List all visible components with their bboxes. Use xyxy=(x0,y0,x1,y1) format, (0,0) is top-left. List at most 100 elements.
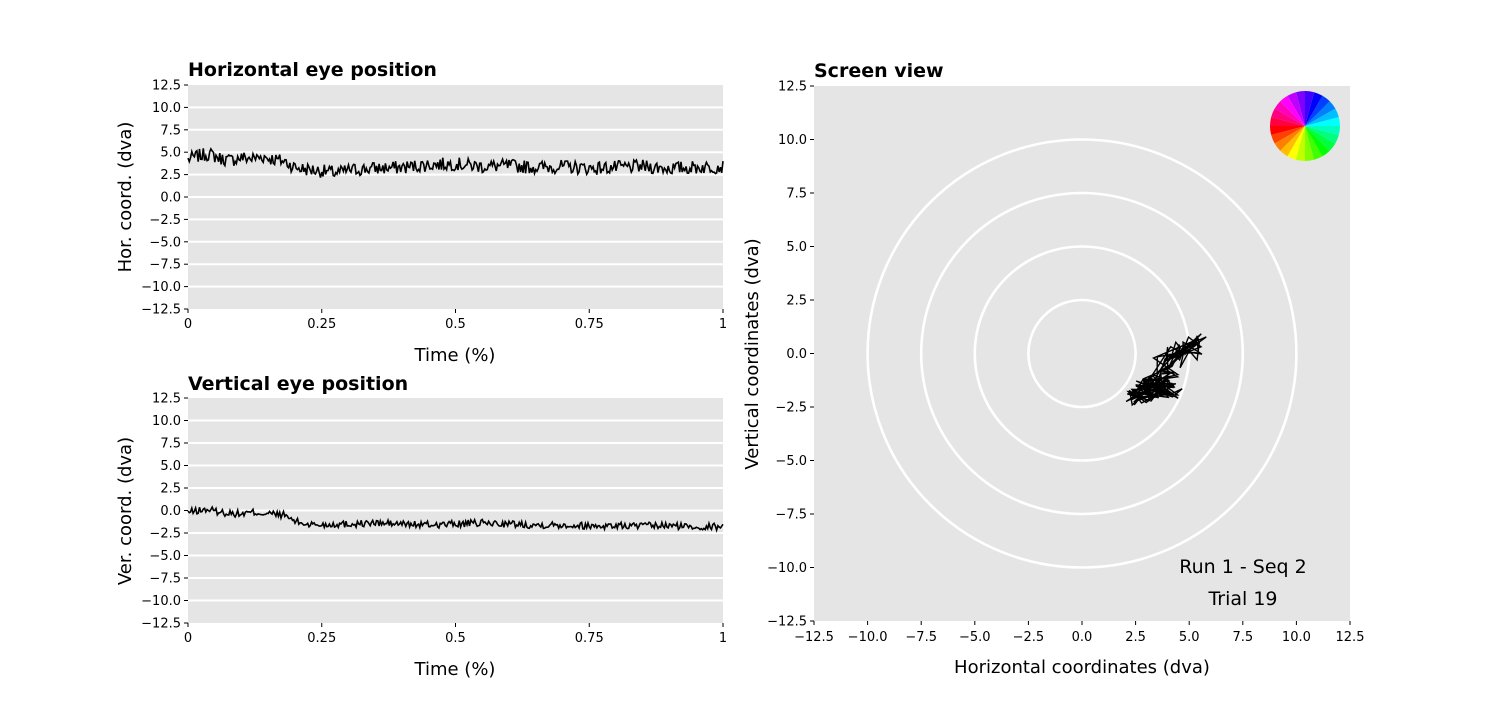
x-tick-label: 5.0 xyxy=(1179,630,1200,645)
y-tick-label: −5.0 xyxy=(775,454,807,469)
vertical-plot-y-ticks: 12.5 10.0 7.5 5.0 2.5 0.0 −2.5 −5.0 −7.5 −10.0 −12… xyxy=(141,392,188,632)
y-tick-label: −7.5 xyxy=(149,258,181,273)
y-tick-label: 2.5 xyxy=(786,294,807,309)
x-tick-label: −7.5 xyxy=(905,630,937,645)
y-tick-label: 12.5 xyxy=(152,392,181,407)
screen-view-title: Screen view xyxy=(814,60,944,82)
x-tick-label: 0 xyxy=(184,631,192,646)
y-tick-label: 0.0 xyxy=(160,504,181,519)
vertical-eye-trace xyxy=(187,505,724,534)
y-tick-label: 7.5 xyxy=(160,437,181,452)
x-tick-label: 10.0 xyxy=(1282,630,1311,645)
y-tick-label: 10.0 xyxy=(152,101,181,116)
color-wheel-wedge xyxy=(1305,116,1340,126)
color-wheel-wedge xyxy=(1305,126,1315,161)
x-tick-label: −12.5 xyxy=(794,630,834,645)
x-tick-label: 2.5 xyxy=(1125,630,1146,645)
y-tick-label: −2.5 xyxy=(149,527,181,542)
color-wheel-wedge xyxy=(1274,126,1305,151)
horizontal-eye-trace xyxy=(187,147,724,178)
screen-view-panel: 12.510.07.55.02.50.0−2.5−5.0−7.5−10.0−12… xyxy=(742,60,1364,678)
y-tick-label: 5.0 xyxy=(786,240,807,255)
color-wheel-wedge xyxy=(1305,126,1323,160)
screen-view-y-ticks: 12.5 10.0 7.5 5.0 2.5 0.0 −2.5 −5.0 −7.5 −10.0 −12… xyxy=(767,80,814,630)
color-wheel-wedge xyxy=(1295,91,1305,126)
target-ring xyxy=(866,138,1298,569)
y-tick-label: −7.5 xyxy=(775,508,807,523)
color-wheel-wedge xyxy=(1280,126,1305,157)
y-tick-label: 12.5 xyxy=(778,80,807,95)
horizontal-plot-x-label: Time (%) xyxy=(414,345,496,366)
vertical-plot-x-ticks: 0 0.25 0.5 0.75 1 xyxy=(184,623,727,646)
y-tick-label: −10.0 xyxy=(141,280,181,295)
x-tick-label: 1 xyxy=(719,631,727,646)
x-tick-label: 12.5 xyxy=(1336,630,1365,645)
color-wheel-wedge xyxy=(1305,101,1336,126)
x-tick-label: 0.25 xyxy=(307,317,336,332)
y-tick-label: 2.5 xyxy=(160,482,181,497)
color-wheel-icon xyxy=(1269,91,1340,162)
horizontal-plot-title: Horizontal eye position xyxy=(188,59,437,81)
y-tick-label: −7.5 xyxy=(149,572,181,587)
run-seq-annotation: Run 1 - Seq 2 xyxy=(1179,556,1306,578)
color-wheel-wedge xyxy=(1295,126,1305,162)
horizontal-plot-x-ticks: 0 0.25 0.5 0.75 1 xyxy=(184,309,727,332)
color-wheel-wedge xyxy=(1305,126,1340,136)
vertical-plot-title: Vertical eye position xyxy=(188,373,408,395)
y-tick-label: 0.0 xyxy=(160,191,181,206)
x-tick-label: 0.5 xyxy=(445,317,466,332)
x-tick-label: 0.0 xyxy=(1072,630,1093,645)
x-tick-label: 0.75 xyxy=(575,631,604,646)
color-wheel-wedge xyxy=(1305,95,1330,126)
vertical-plot-gridlines xyxy=(188,419,723,602)
color-wheel-wedge xyxy=(1305,92,1323,126)
color-wheel-wedge xyxy=(1305,126,1339,144)
screen-view-x-label: Horizontal coordinates (dva) xyxy=(954,657,1210,678)
y-tick-label: −5.0 xyxy=(149,235,181,250)
screen-view-x-ticks: −12.5 −10.0 −7.5 −5.0 −2.5 0.0 2.5 5.0 7.5 10.0 12… xyxy=(794,621,1364,645)
color-wheel-wedge xyxy=(1287,126,1305,160)
horizontal-plot-y-label: Hor. coord. (dva) xyxy=(115,122,136,273)
y-tick-label: 5.0 xyxy=(160,459,181,474)
y-tick-label: −5.0 xyxy=(149,549,181,564)
color-wheel-wedge xyxy=(1305,108,1339,126)
x-tick-label: 1 xyxy=(719,317,727,332)
color-wheel-wedge xyxy=(1305,91,1315,126)
color-wheel-wedge xyxy=(1274,101,1305,126)
x-tick-label: 0.5 xyxy=(445,631,466,646)
y-tick-label: 0.0 xyxy=(786,347,807,362)
color-wheel-wedge xyxy=(1305,126,1336,151)
y-tick-label: 7.5 xyxy=(160,123,181,138)
y-tick-label: −10.0 xyxy=(141,594,181,609)
color-wheel-wedge xyxy=(1271,126,1305,144)
color-wheel-wedge xyxy=(1280,95,1305,126)
vertical-plot-y-label: Ver. coord. (dva) xyxy=(115,437,136,585)
vertical-position-panel: 12.5 10.0 7.5 5.0 2.5 0.0 −2.5 −5.0 −7.5 −10.0 −12… xyxy=(115,373,727,680)
screen-view-plot-area xyxy=(814,86,1350,621)
y-tick-label: 5.0 xyxy=(160,146,181,161)
x-tick-label: −2.5 xyxy=(1013,630,1045,645)
y-tick-label: −12.5 xyxy=(141,617,181,632)
y-tick-label: −2.5 xyxy=(775,401,807,416)
y-tick-label: 2.5 xyxy=(160,168,181,183)
y-tick-label: −12.5 xyxy=(767,615,807,630)
y-tick-label: 7.5 xyxy=(786,187,807,202)
gaze-trajectory xyxy=(1125,333,1207,407)
trial-annotation: Trial 19 xyxy=(1207,588,1277,610)
color-wheel-wedge xyxy=(1271,108,1305,126)
vertical-plot-x-label: Time (%) xyxy=(414,659,496,680)
horizontal-plot-y-ticks: 12.5 10.0 7.5 5.0 2.5 0.0 −2.5 −5.0 −7.5 −10.0 −12… xyxy=(141,79,188,318)
y-tick-label: −12.5 xyxy=(141,303,181,318)
x-tick-label: 0 xyxy=(184,317,192,332)
x-tick-label: 0.75 xyxy=(575,317,604,332)
y-tick-label: 10.0 xyxy=(778,133,807,148)
y-tick-label: 10.0 xyxy=(152,414,181,429)
x-tick-label: −10.0 xyxy=(848,630,888,645)
y-tick-label: 12.5 xyxy=(152,79,181,94)
x-tick-label: 7.5 xyxy=(1232,630,1253,645)
color-wheel-wedge xyxy=(1269,126,1305,136)
x-tick-label: 0.25 xyxy=(307,631,336,646)
x-tick-label: −5.0 xyxy=(959,630,991,645)
